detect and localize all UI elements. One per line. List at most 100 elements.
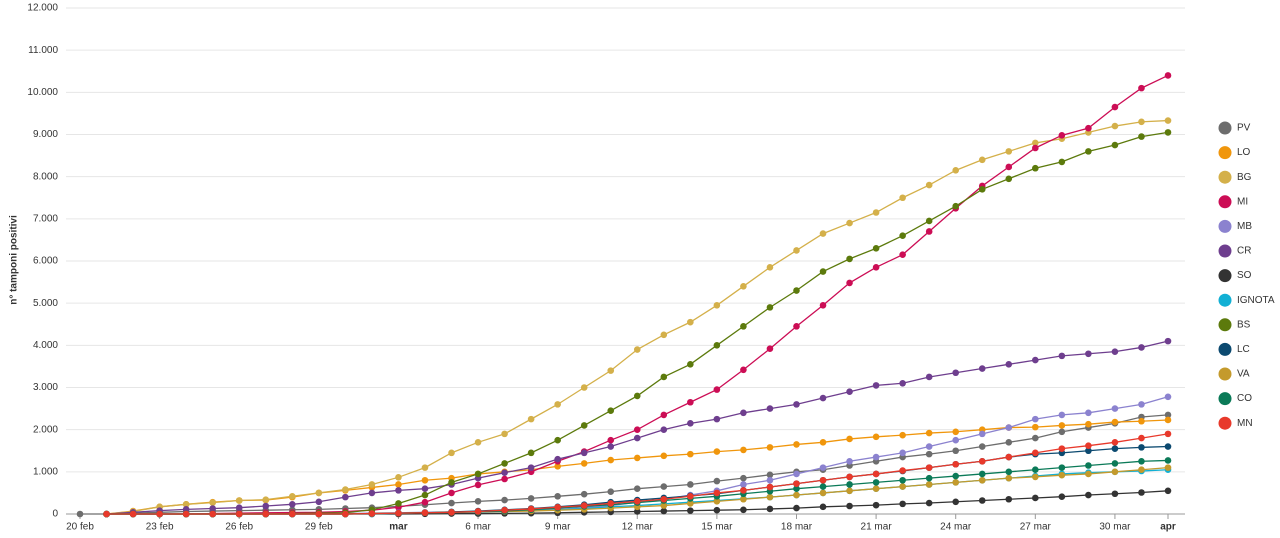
data-point xyxy=(103,510,110,518)
data-point xyxy=(1005,175,1013,183)
data-point xyxy=(952,498,960,506)
data-point xyxy=(713,477,721,485)
data-point xyxy=(846,255,853,263)
data-point xyxy=(607,456,615,464)
data-point xyxy=(1032,494,1039,502)
data-point xyxy=(1058,411,1066,419)
data-point xyxy=(1058,422,1066,429)
data-point xyxy=(1111,490,1119,498)
data-point xyxy=(766,493,774,501)
data-point xyxy=(1164,464,1172,471)
data-point xyxy=(740,409,747,417)
data-point xyxy=(846,388,853,396)
data-point xyxy=(740,495,747,503)
data-point xyxy=(501,506,508,514)
data-point xyxy=(235,504,243,511)
data-point xyxy=(1085,409,1092,417)
data-point xyxy=(1138,133,1145,140)
data-point xyxy=(660,507,668,515)
data-point xyxy=(156,510,163,518)
data-point xyxy=(342,486,349,493)
data-point xyxy=(607,407,615,414)
legend-label: SO xyxy=(1237,270,1252,281)
y-tick-label: 2.000 xyxy=(33,424,58,435)
data-point xyxy=(819,394,827,402)
data-point xyxy=(899,476,906,484)
data-point xyxy=(978,457,986,465)
data-point xyxy=(899,232,906,239)
legend-marker xyxy=(1218,342,1232,356)
legend-label: BG xyxy=(1237,172,1252,183)
data-point xyxy=(713,448,721,455)
data-point xyxy=(1138,344,1145,351)
data-point xyxy=(660,426,668,433)
data-point xyxy=(978,470,986,478)
data-point xyxy=(315,510,323,518)
data-point xyxy=(872,485,880,493)
data-point xyxy=(687,361,694,368)
data-point xyxy=(952,167,960,174)
data-point xyxy=(819,476,827,484)
legend-label: MB xyxy=(1237,221,1252,232)
data-point xyxy=(952,369,960,377)
data-point xyxy=(1164,487,1172,495)
data-point xyxy=(793,470,800,478)
data-point xyxy=(554,455,561,463)
data-point xyxy=(448,509,455,516)
data-point xyxy=(580,449,588,457)
data-point xyxy=(846,502,853,510)
data-point xyxy=(262,510,270,518)
data-point xyxy=(952,447,960,455)
data-point xyxy=(1032,423,1039,431)
data-point xyxy=(687,500,694,507)
data-point xyxy=(819,503,827,511)
data-point xyxy=(501,496,508,504)
data-point xyxy=(1111,103,1119,111)
legend-marker xyxy=(1218,146,1232,160)
data-point xyxy=(1032,434,1039,442)
x-tick-label: 30 mar xyxy=(1099,522,1131,533)
data-point xyxy=(899,483,906,490)
data-point xyxy=(846,481,853,488)
data-point xyxy=(740,446,747,454)
x-tick-label: 23 feb xyxy=(146,522,174,533)
data-point xyxy=(978,476,986,484)
data-point xyxy=(1058,464,1066,471)
data-point xyxy=(925,474,933,482)
data-point xyxy=(872,470,880,478)
data-point xyxy=(1085,491,1092,499)
y-tick-label: 5.000 xyxy=(33,298,58,309)
data-point xyxy=(1111,405,1119,412)
data-point xyxy=(395,474,402,481)
data-point xyxy=(209,510,216,518)
data-point xyxy=(660,331,668,339)
legend-marker xyxy=(1218,170,1232,184)
data-point xyxy=(1111,460,1119,467)
data-point xyxy=(1138,417,1145,425)
data-point xyxy=(395,500,402,507)
data-point xyxy=(527,449,535,457)
data-point xyxy=(1058,158,1066,166)
data-point xyxy=(793,441,800,448)
data-point xyxy=(1058,352,1066,360)
legend-label: LO xyxy=(1237,147,1251,158)
data-point xyxy=(209,505,216,512)
legend-marker xyxy=(1218,416,1232,430)
data-point xyxy=(1058,445,1066,452)
data-point xyxy=(368,489,376,497)
data-point xyxy=(899,500,906,508)
data-point xyxy=(925,481,933,488)
data-point xyxy=(1032,449,1039,457)
data-point xyxy=(952,202,960,210)
data-point xyxy=(660,495,668,503)
data-point xyxy=(872,453,880,461)
data-point xyxy=(554,503,561,511)
data-point xyxy=(501,460,508,467)
data-point xyxy=(554,463,561,470)
data-point xyxy=(687,318,694,326)
data-point xyxy=(1085,447,1092,455)
data-point xyxy=(607,488,615,495)
data-point xyxy=(925,429,933,437)
data-point xyxy=(1111,445,1119,452)
data-point xyxy=(1005,424,1013,431)
